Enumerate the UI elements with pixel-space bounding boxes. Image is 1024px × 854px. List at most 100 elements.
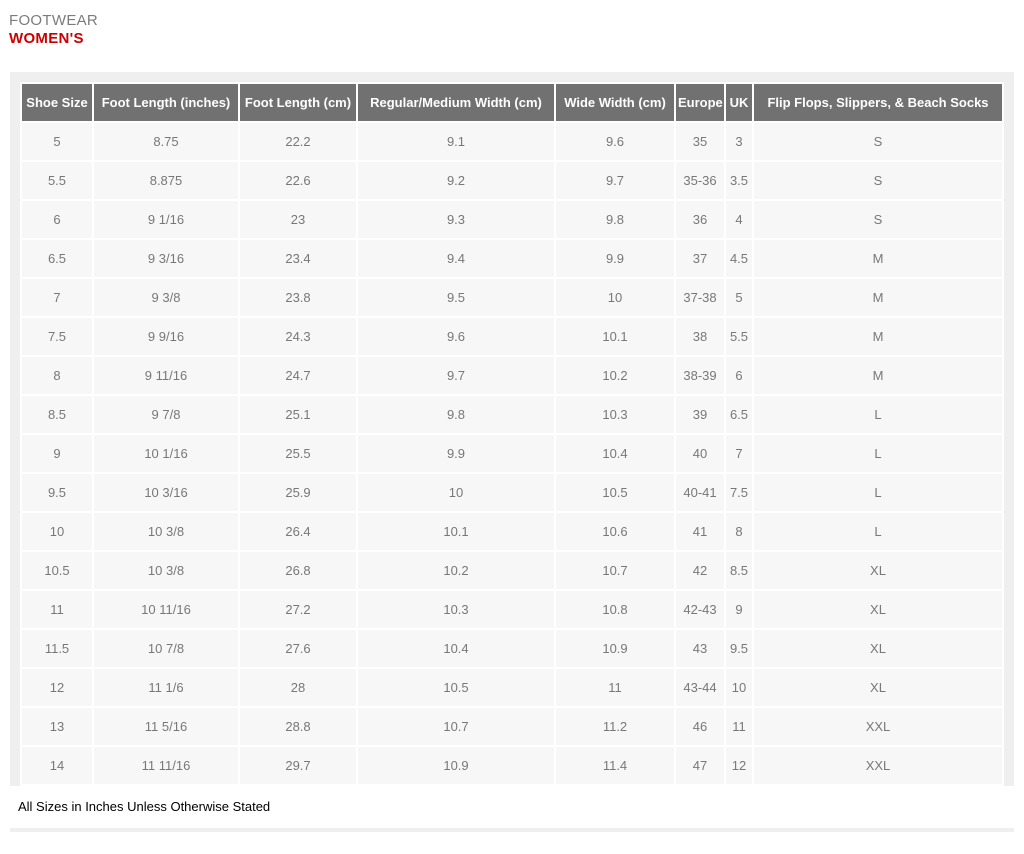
table-cell: 8.5 <box>726 552 752 589</box>
table-cell: 10 <box>726 669 752 706</box>
size-chart-table: Shoe Size Foot Length (inches) Foot Length… <box>20 82 1004 786</box>
table-row: 5 8.75 22.2 9.1 9.6 35 3 S <box>22 123 1002 160</box>
table-cell: XL <box>754 630 1002 667</box>
table-cell: S <box>754 201 1002 238</box>
table-cell: 10.4 <box>358 630 554 667</box>
table-cell: 9.9 <box>358 435 554 472</box>
column-header: Wide Width (cm) <box>556 84 674 121</box>
table-cell: S <box>754 162 1002 199</box>
table-cell: 26.8 <box>240 552 356 589</box>
table-cell: 43-44 <box>676 669 724 706</box>
table-cell: 24.3 <box>240 318 356 355</box>
table-cell: 25.1 <box>240 396 356 433</box>
table-cell: 40 <box>676 435 724 472</box>
table-cell: 10 <box>22 513 92 550</box>
table-cell: 3 <box>726 123 752 160</box>
table-cell: M <box>754 279 1002 316</box>
table-cell: 11 5/16 <box>94 708 238 745</box>
table-cell: 11.5 <box>22 630 92 667</box>
table-cell: 7 <box>22 279 92 316</box>
table-row: 9.5 10 3/16 25.9 10 10.5 40-41 7.5 L <box>22 474 1002 511</box>
table-row: 10.5 10 3/8 26.8 10.2 10.7 42 8.5 XL <box>22 552 1002 589</box>
table-cell: 8 <box>726 513 752 550</box>
table-cell: 12 <box>22 669 92 706</box>
table-cell: XL <box>754 591 1002 628</box>
table-cell: 24.7 <box>240 357 356 394</box>
table-cell: 9.6 <box>556 123 674 160</box>
table-cell: 9.9 <box>556 240 674 277</box>
table-cell: 9.3 <box>358 201 554 238</box>
table-cell: L <box>754 435 1002 472</box>
table-cell: S <box>754 123 1002 160</box>
table-cell: XL <box>754 669 1002 706</box>
table-cell: 10.5 <box>358 669 554 706</box>
table-cell: 38-39 <box>676 357 724 394</box>
table-cell: 9.1 <box>358 123 554 160</box>
table-row: 11.5 10 7/8 27.6 10.4 10.9 43 9.5 XL <box>22 630 1002 667</box>
table-cell: 39 <box>676 396 724 433</box>
table-cell: 28 <box>240 669 356 706</box>
table-cell: 10.5 <box>556 474 674 511</box>
table-cell: 27.6 <box>240 630 356 667</box>
table-cell: 9 <box>726 591 752 628</box>
table-row: 14 11 11/16 29.7 10.9 11.4 47 12 XXL <box>22 747 1002 784</box>
table-cell: 10.7 <box>556 552 674 589</box>
table-cell: 9.8 <box>358 396 554 433</box>
table-cell: 37-38 <box>676 279 724 316</box>
table-cell: 29.7 <box>240 747 356 784</box>
table-cell: 10.5 <box>22 552 92 589</box>
table-cell: 35 <box>676 123 724 160</box>
size-chart-panel: Shoe Size Foot Length (inches) Foot Length… <box>10 72 1014 832</box>
table-cell: 8.875 <box>94 162 238 199</box>
table-cell: 11 1/6 <box>94 669 238 706</box>
table-cell: 38 <box>676 318 724 355</box>
table-cell: M <box>754 318 1002 355</box>
table-cell: 36 <box>676 201 724 238</box>
table-cell: 10.2 <box>556 357 674 394</box>
table-cell: XXL <box>754 708 1002 745</box>
table-cell: 40-41 <box>676 474 724 511</box>
column-header: Foot Length (cm) <box>240 84 356 121</box>
table-cell: 10 1/16 <box>94 435 238 472</box>
table-row: 5.5 8.875 22.6 9.2 9.7 35-36 3.5 S <box>22 162 1002 199</box>
table-cell: 9.7 <box>358 357 554 394</box>
table-cell: 9 3/16 <box>94 240 238 277</box>
column-header: Shoe Size <box>22 84 92 121</box>
table-cell: 9 1/16 <box>94 201 238 238</box>
table-cell: 12 <box>726 747 752 784</box>
category-label: FOOTWEAR <box>9 12 99 29</box>
table-cell: 6 <box>22 201 92 238</box>
table-cell: 11.4 <box>556 747 674 784</box>
table-cell: 10.1 <box>556 318 674 355</box>
table-cell: 5 <box>22 123 92 160</box>
table-cell: 13 <box>22 708 92 745</box>
table-cell: 35-36 <box>676 162 724 199</box>
table-cell: 9.6 <box>358 318 554 355</box>
table-cell: 47 <box>676 747 724 784</box>
table-cell: 6 <box>726 357 752 394</box>
column-header: UK <box>726 84 752 121</box>
table-cell: 10.3 <box>358 591 554 628</box>
table-cell: 10.9 <box>358 747 554 784</box>
table-cell: 11.2 <box>556 708 674 745</box>
table-cell: 7 <box>726 435 752 472</box>
table-cell: M <box>754 240 1002 277</box>
table-cell: 10 3/16 <box>94 474 238 511</box>
table-cell: 8.5 <box>22 396 92 433</box>
column-header: Europe <box>676 84 724 121</box>
table-cell: 9 11/16 <box>94 357 238 394</box>
table-row: 6.5 9 3/16 23.4 9.4 9.9 37 4.5 M <box>22 240 1002 277</box>
table-row: 7.5 9 9/16 24.3 9.6 10.1 38 5.5 M <box>22 318 1002 355</box>
table-cell: 10.2 <box>358 552 554 589</box>
page-title: FOOTWEAR WOMEN'S <box>9 12 1024 47</box>
table-header-row: Shoe Size Foot Length (inches) Foot Length… <box>22 84 1002 121</box>
table-cell: 9.5 <box>22 474 92 511</box>
table-cell: 7.5 <box>726 474 752 511</box>
table-row: 9 10 1/16 25.5 9.9 10.4 40 7 L <box>22 435 1002 472</box>
table-cell: 8 <box>22 357 92 394</box>
table-cell: 11 11/16 <box>94 747 238 784</box>
table-cell: 10 <box>556 279 674 316</box>
table-cell: 22.2 <box>240 123 356 160</box>
table-cell: 3.5 <box>726 162 752 199</box>
